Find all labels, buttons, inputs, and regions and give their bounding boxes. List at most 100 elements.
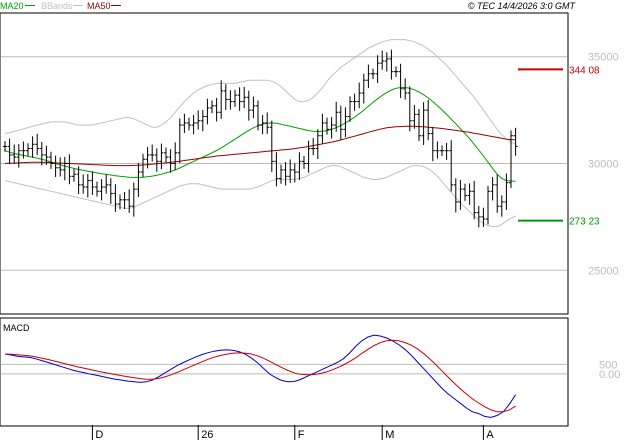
- price-bars: [3, 49, 518, 228]
- price-bar: [472, 180, 477, 220]
- price-bar: [62, 156, 67, 181]
- price-bar: [205, 98, 210, 125]
- price-bar: [348, 96, 352, 122]
- price-bar: [99, 179, 104, 201]
- price-bar: [141, 153, 145, 178]
- price-bar: [242, 86, 247, 109]
- bband-upper-line: [4, 39, 516, 145]
- price-bar: [53, 155, 58, 177]
- price-bar: [375, 55, 380, 83]
- price-bar: [269, 120, 274, 172]
- price-bar: [108, 178, 113, 204]
- price-bar: [145, 147, 150, 169]
- price-bar: [458, 179, 463, 210]
- price-bar: [513, 127, 518, 156]
- price-bar: [509, 130, 513, 189]
- price-bar: [81, 174, 86, 194]
- y-axis-labels: 25000 30000 35000 5000.00: [588, 52, 620, 381]
- price-bar: [366, 64, 371, 89]
- price-bar: [288, 159, 293, 183]
- bband-lower-line: [4, 165, 516, 227]
- moving-averages: [4, 87, 516, 182]
- price-bar: [440, 145, 444, 157]
- price-bar: [421, 102, 426, 145]
- x-tick-label: 26: [201, 429, 213, 440]
- price-bar: [297, 152, 302, 180]
- legend-bbands-label: BBands: [41, 1, 73, 11]
- price-bar: [187, 117, 191, 131]
- price-bar: [177, 118, 182, 164]
- price-bar: [191, 115, 196, 135]
- price-bar: [274, 152, 279, 187]
- price-bar: [398, 63, 403, 98]
- price-bar: [219, 80, 224, 119]
- price-bar: [228, 90, 233, 110]
- price-bar: [481, 207, 486, 227]
- price-bar: [320, 113, 325, 144]
- price-bar: [237, 87, 242, 111]
- price-bar: [315, 129, 320, 160]
- price-bar: [251, 96, 256, 119]
- price-bar: [256, 100, 260, 131]
- price-bar: [168, 149, 173, 173]
- price-bar: [352, 93, 357, 111]
- price-bar: [90, 171, 95, 195]
- price-bar: [131, 182, 136, 217]
- price-grid: [1, 56, 567, 271]
- price-bar: [210, 100, 214, 114]
- price-bar: [325, 117, 329, 135]
- price-bar: [223, 84, 228, 110]
- macd-lines: [4, 334, 517, 418]
- price-bar: [7, 138, 12, 165]
- price-bar: [292, 163, 297, 183]
- price-bar: [394, 66, 398, 78]
- price-panel-frame: [0, 12, 569, 315]
- bollinger-bands: [4, 39, 516, 227]
- price-bar: [380, 50, 385, 70]
- price-bar: [182, 113, 187, 133]
- price-bar: [154, 148, 159, 172]
- price-bar: [338, 105, 343, 140]
- price-bar: [361, 73, 366, 104]
- price-bar: [343, 107, 348, 138]
- legend-ma50-label: MA50: [87, 1, 111, 11]
- price-bar: [306, 140, 311, 173]
- price-bar: [200, 109, 205, 132]
- price-bar: [214, 97, 219, 122]
- price-bar: [444, 142, 449, 160]
- support-level-label: 273 23: [569, 217, 600, 228]
- price-bar: [495, 174, 500, 213]
- price-bar: [334, 101, 339, 132]
- price-bar: [371, 68, 375, 80]
- resistance-level-label: 344 08: [569, 65, 600, 76]
- price-bar: [159, 143, 164, 170]
- price-y-tick-label: 25000: [588, 265, 619, 277]
- price-bar: [412, 105, 417, 129]
- x-tick-label: F: [298, 429, 305, 440]
- price-bar: [122, 191, 127, 209]
- price-bar: [67, 154, 72, 185]
- price-bar: [173, 142, 178, 171]
- price-bar: [16, 144, 21, 168]
- price-bar: [150, 144, 155, 162]
- macd-y-tick-label: 500: [599, 359, 617, 371]
- macd-panel-frame: [0, 317, 569, 427]
- price-bar: [21, 141, 26, 159]
- price-bar: [26, 143, 30, 157]
- price-bar: [467, 183, 472, 205]
- price-bar: [430, 126, 435, 162]
- price-bar: [12, 144, 17, 164]
- x-tick-label: A: [486, 429, 494, 440]
- price-bar: [486, 185, 490, 225]
- price-bar: [463, 183, 467, 201]
- macd-signal-line: [4, 339, 516, 413]
- macd-title: MACD: [3, 323, 30, 333]
- price-bar: [76, 166, 81, 195]
- price-y-tick-label: 30000: [588, 159, 619, 171]
- price-bar: [426, 99, 431, 141]
- price-bar: [246, 90, 251, 121]
- price-bar: [449, 140, 454, 192]
- macd-line: [4, 334, 517, 418]
